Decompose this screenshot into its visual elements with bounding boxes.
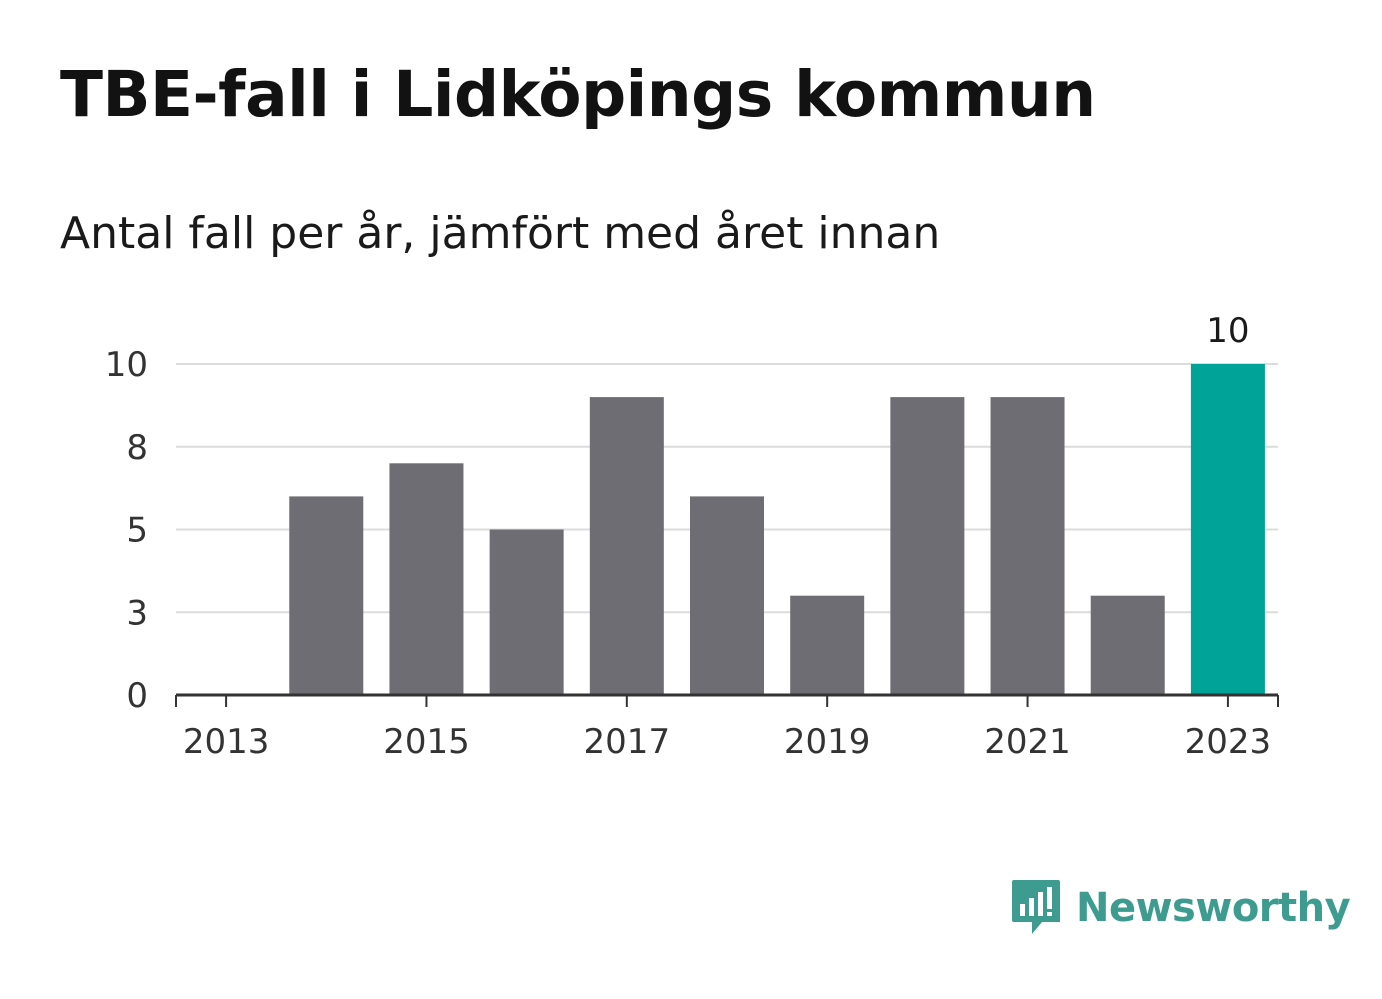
y-tick-label: 10 bbox=[105, 345, 148, 385]
bar-2019 bbox=[790, 595, 865, 695]
brand-name: Newsworthy bbox=[1076, 885, 1351, 931]
y-tick-label: 0 bbox=[126, 676, 148, 716]
bar-2021 bbox=[990, 397, 1065, 695]
bar-value-label: 10 bbox=[1206, 311, 1249, 351]
newsworthy-logo-icon bbox=[1012, 880, 1060, 934]
bar-2017 bbox=[589, 397, 664, 695]
bar-2015 bbox=[389, 463, 464, 695]
x-tick-label: 2023 bbox=[1185, 722, 1272, 762]
x-tick-label: 2017 bbox=[584, 722, 671, 762]
bar-2018 bbox=[690, 496, 764, 695]
bar-2020 bbox=[890, 397, 965, 695]
bar-2016 bbox=[489, 529, 564, 695]
bar-2014 bbox=[289, 496, 364, 695]
chart-title: TBE-fall i Lidköpings kommun bbox=[60, 58, 1096, 131]
bar-2023 bbox=[1190, 364, 1265, 695]
x-tick-label: 2013 bbox=[183, 722, 270, 762]
brand-logo: Newsworthy bbox=[1010, 878, 1351, 938]
y-tick-label: 8 bbox=[126, 428, 148, 468]
x-tick-label: 2015 bbox=[383, 722, 470, 762]
x-tick-label: 2019 bbox=[784, 722, 871, 762]
y-tick-label: 5 bbox=[126, 511, 148, 551]
bar-2022 bbox=[1090, 595, 1165, 695]
y-tick-label: 3 bbox=[126, 593, 148, 633]
chart-subtitle: Antal fall per år, jämfört med året inna… bbox=[60, 208, 941, 259]
x-tick-label: 2021 bbox=[984, 722, 1071, 762]
